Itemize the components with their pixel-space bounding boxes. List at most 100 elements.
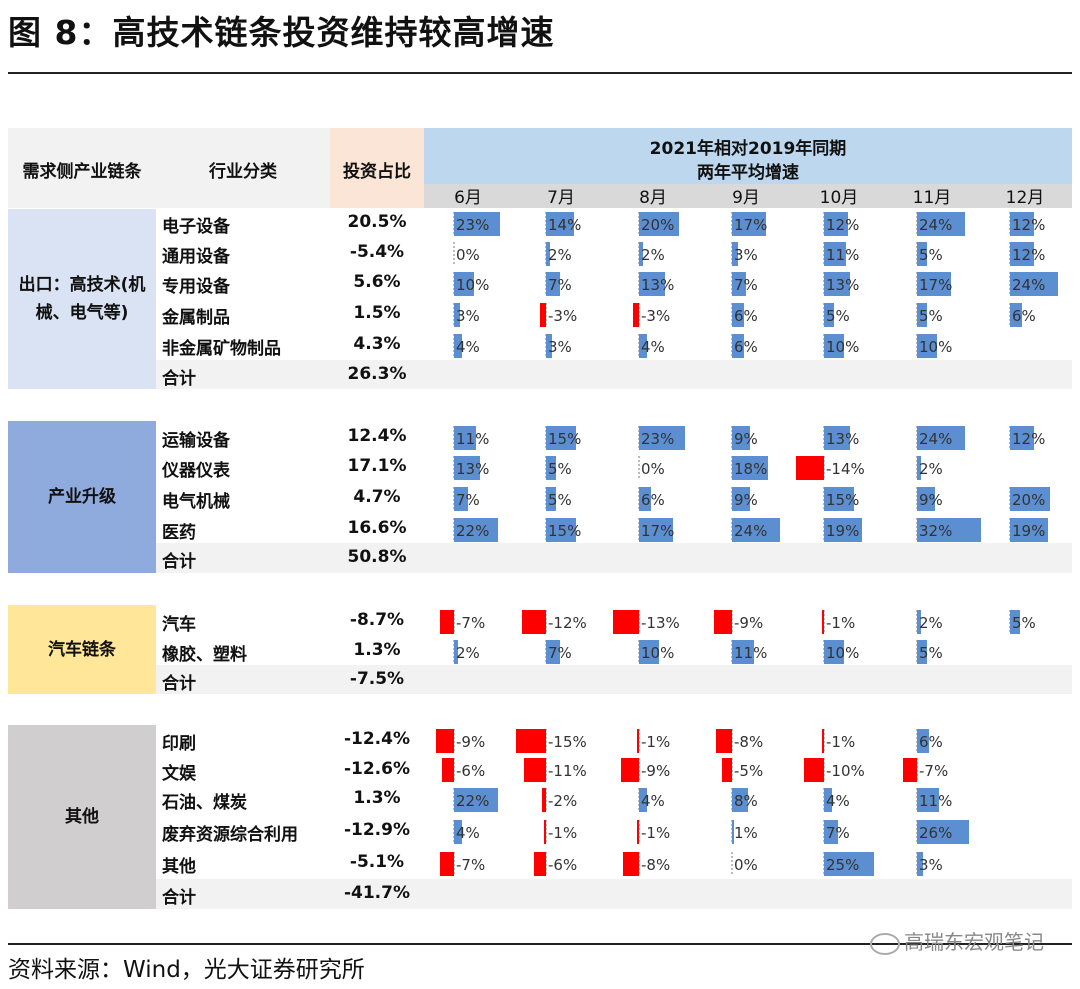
bar-positive: [639, 487, 651, 511]
bar-positive: [917, 456, 921, 480]
bar-negative: [440, 852, 454, 876]
share-value: 16.6%: [347, 518, 407, 538]
bar-positive: [732, 788, 748, 812]
share-value: 12.4%: [347, 426, 407, 446]
month-label: 8月: [639, 188, 667, 208]
header-bg-left: [8, 128, 330, 208]
bar-positive: [546, 456, 556, 480]
bar-value-label: 5%: [919, 246, 943, 264]
bar-value-label: 4%: [456, 824, 480, 842]
bar-positive: [1010, 212, 1034, 236]
bar-positive: [454, 334, 462, 358]
month-label: 12月: [1006, 188, 1045, 208]
bar-value-label: 7%: [734, 276, 758, 294]
bar-value-label: 2%: [919, 614, 943, 632]
bar-value-label: 5%: [826, 307, 850, 325]
title-rule: [8, 72, 1072, 74]
bar-positive: [454, 272, 474, 296]
bar-positive: [732, 334, 744, 358]
share-value: 1.3%: [353, 640, 401, 660]
bar-value-label: 5%: [548, 491, 572, 509]
total-label: 合计: [162, 888, 196, 908]
bar-value-label: 7%: [456, 491, 480, 509]
share-value: 5.6%: [353, 272, 401, 292]
bar-positive: [546, 426, 576, 450]
bar-value-label: 15%: [548, 522, 581, 540]
bar-value-label: 3%: [734, 246, 758, 264]
total-share-value: 26.3%: [347, 364, 407, 384]
month-label: 10月: [820, 188, 859, 208]
bar-negative: [822, 729, 824, 753]
bar-value-label: 5%: [919, 644, 943, 662]
industry-label: 其他: [162, 857, 196, 877]
bar-value-label: 19%: [1012, 522, 1045, 540]
bar-negative: [637, 729, 639, 753]
share-value: 20.5%: [347, 212, 407, 232]
industry-label: 金属制品: [162, 308, 230, 328]
share-value: 17.1%: [347, 456, 407, 476]
bar-positive: [824, 212, 848, 236]
bar-value-label: 9%: [734, 491, 758, 509]
watermark-text: 高瑞东宏观笔记: [904, 930, 1044, 954]
total-share-value: -7.5%: [349, 669, 405, 689]
bar-positive: [917, 640, 927, 664]
share-value: -5.4%: [349, 242, 405, 262]
bar-positive: [732, 456, 768, 480]
bar-positive: [917, 610, 921, 634]
bar-value-label: 2%: [919, 460, 943, 478]
bar-value-label: 32%: [919, 522, 952, 540]
bar-value-label: 6%: [734, 307, 758, 325]
bar-value-label: 11%: [919, 792, 952, 810]
bar-value-label: -1%: [641, 733, 670, 751]
bar-positive: [454, 518, 498, 542]
figure-title: 图 8：高技术链条投资维持较高增速: [8, 13, 555, 52]
bar-positive: [917, 518, 981, 542]
industry-label: 通用设备: [162, 247, 230, 267]
bar-positive: [917, 788, 939, 812]
bar-value-label: 13%: [641, 276, 674, 294]
bar-value-label: -5%: [734, 762, 763, 780]
bar-value-label: 3%: [548, 338, 572, 356]
bar-value-label: 22%: [456, 792, 489, 810]
bar-value-label: 11%: [734, 644, 767, 662]
bar-positive: [732, 820, 734, 844]
bar-value-label: 10%: [456, 276, 489, 294]
total-share-value: 50.8%: [347, 547, 407, 567]
bar-positive: [546, 640, 560, 664]
bar-value-label: 6%: [641, 491, 665, 509]
bar-positive: [917, 729, 929, 753]
bar-positive: [1010, 303, 1022, 327]
share-value: -8.7%: [349, 610, 405, 630]
total-band-upgrade: [156, 543, 1072, 573]
bar-value-label: 4%: [641, 338, 665, 356]
bar-negative: [633, 303, 639, 327]
bar-positive: [732, 212, 766, 236]
bar-negative: [714, 610, 732, 634]
bar-positive: [1010, 272, 1058, 296]
bar-positive: [639, 640, 659, 664]
bar-value-label: 5%: [548, 460, 572, 478]
bar-positive: [639, 212, 679, 236]
bar-positive: [824, 788, 832, 812]
bar-value-label: 24%: [919, 430, 952, 448]
bar-value-label: 10%: [826, 644, 859, 662]
bar-value-label: 13%: [826, 276, 859, 294]
bar-value-label: 14%: [548, 216, 581, 234]
group-other-label: 其他: [8, 725, 156, 909]
group-export-label: 出口：高技术(机 械、电气等): [8, 209, 156, 389]
bar-value-label: -12%: [548, 614, 587, 632]
group-auto-name: 汽车链条: [48, 639, 116, 660]
bar-value-label: -6%: [548, 856, 577, 874]
bar-positive: [917, 303, 927, 327]
bar-positive: [824, 487, 854, 511]
total-band-export: [156, 360, 1072, 389]
header-industry: 行业分类: [209, 162, 277, 182]
header-bg-months: [424, 184, 1072, 208]
bar-positive: [546, 242, 550, 266]
bar-value-label: 2%: [641, 246, 665, 264]
total-label: 合计: [162, 369, 196, 389]
bar-positive: [917, 820, 969, 844]
bar-negative: [522, 610, 546, 634]
bar-positive: [732, 303, 744, 327]
bar-value-label: 12%: [1012, 430, 1045, 448]
